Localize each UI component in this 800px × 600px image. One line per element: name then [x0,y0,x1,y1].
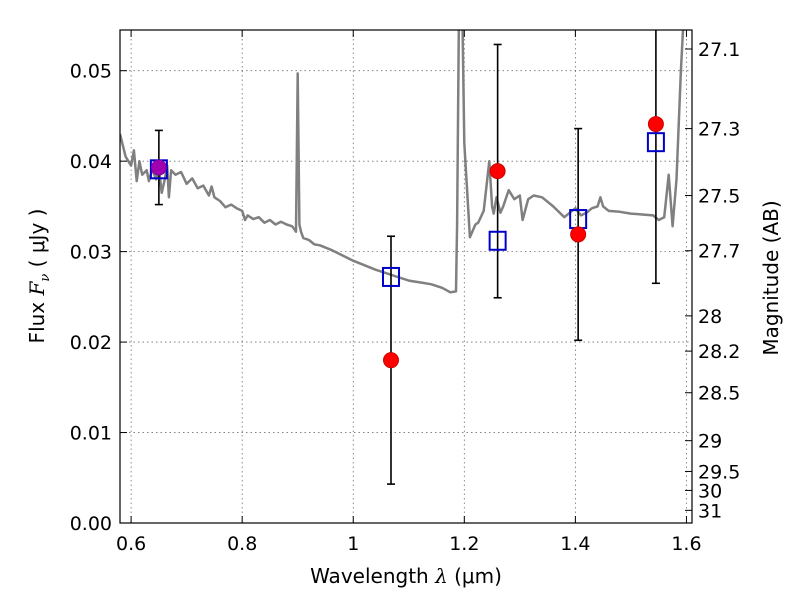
observed-flux-point [570,226,587,243]
x-tick-label: 1.2 [449,533,479,555]
plot-frame [119,29,693,524]
y-tick-label: 0.01 [70,423,112,445]
y2-tick-label: 28.2 [698,341,740,363]
y-tick-label: 0.04 [70,151,112,173]
observed-point-layer [150,116,664,369]
y-tick-label: 0.00 [70,513,112,535]
x-tick-label: 1.4 [560,533,590,555]
grid [120,30,692,524]
y-tick-label: 0.05 [70,61,112,83]
y2-tick-label: 28.5 [698,383,740,405]
y-tick-label: 0.03 [70,242,112,264]
model-flux-square [382,266,401,287]
y2-axis-label: Magnitude (AB) [759,200,783,355]
model-square-layer [149,132,665,287]
y2-tick-label: 28 [698,306,722,328]
spectrum-layer [120,30,685,294]
y-axis-label: Flux Fν ( μJy ) [25,209,53,344]
x-tick-label: 0.6 [116,533,146,555]
x-tick-label: 1 [347,533,359,555]
model-spectrum-line [120,30,685,294]
tick-labels: 0.6 0.8 1 1.2 1.4 1.6 0.00 0.01 0.02 0.03 0.04 0.05… [70,39,741,555]
y2-tick-label: 27.3 [698,119,740,141]
x-tick-label: 1.6 [671,533,701,555]
y2-tick-label: 27.7 [698,241,740,263]
x-tick-label: 0.8 [227,533,257,555]
y2-tick-label: 27.5 [698,186,740,208]
y2-tick-label: 29.5 [698,461,740,483]
observed-flux-point [647,116,664,133]
x-axis-label: Wavelength λ (μm) [310,564,502,588]
y2-tick-label: 29 [698,431,722,453]
errorbar-layer [154,30,660,485]
observed-flux-point [489,163,506,180]
y2-tick-label: 31 [698,500,722,522]
model-flux-square [488,230,507,251]
model-flux-square [646,132,665,153]
axis-ticks [120,30,692,524]
observed-flux-point [150,159,167,176]
observed-flux-point [383,352,400,369]
y2-tick-label: 30 [698,480,722,502]
y2-tick-label: 27.1 [698,39,740,61]
y-tick-label: 0.02 [70,332,112,354]
